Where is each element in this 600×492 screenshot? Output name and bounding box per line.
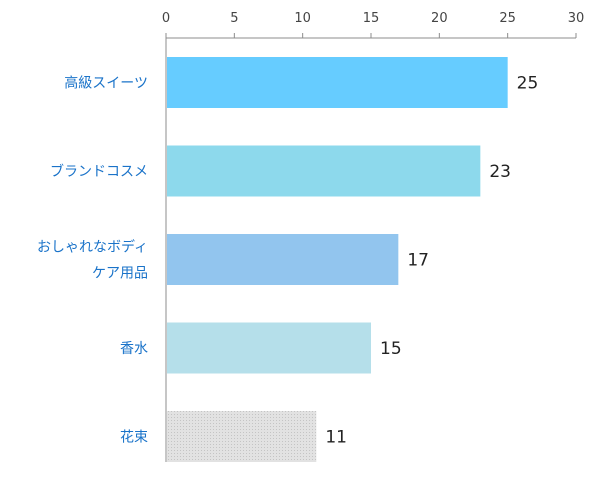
value-label: 23 [489, 162, 511, 182]
bar [167, 322, 371, 374]
category-label-line: ケア用品 [92, 266, 148, 282]
category-label-line: 高級スイーツ [64, 75, 148, 92]
x-tick-label: 15 [363, 11, 380, 26]
category-label: ブランドコスメ [50, 163, 148, 180]
x-tick-label: 25 [499, 11, 516, 26]
bar [167, 411, 317, 462]
value-label: 15 [380, 339, 402, 359]
value-label: 11 [325, 428, 347, 448]
category-label: 高級スイーツ [64, 75, 148, 92]
bar [167, 145, 481, 197]
category-label-line: 香水 [120, 341, 148, 357]
value-label: 25 [517, 74, 539, 94]
x-tick-label: 20 [431, 11, 448, 26]
category-label-line: おしゃれなボディ [37, 239, 148, 256]
x-tick-label: 5 [230, 11, 238, 26]
category-label: 花束 [120, 430, 148, 446]
category-label-line: ブランドコスメ [50, 163, 148, 180]
x-tick-label: 0 [162, 11, 170, 26]
bar [167, 57, 508, 108]
x-tick-label: 10 [294, 11, 311, 26]
bar [167, 234, 399, 285]
value-label: 17 [407, 251, 429, 271]
category-label: おしゃれなボディケア用品 [37, 239, 148, 282]
x-tick-label: 30 [568, 11, 585, 26]
category-label: 香水 [120, 341, 148, 357]
category-label-line: 花束 [120, 430, 148, 446]
